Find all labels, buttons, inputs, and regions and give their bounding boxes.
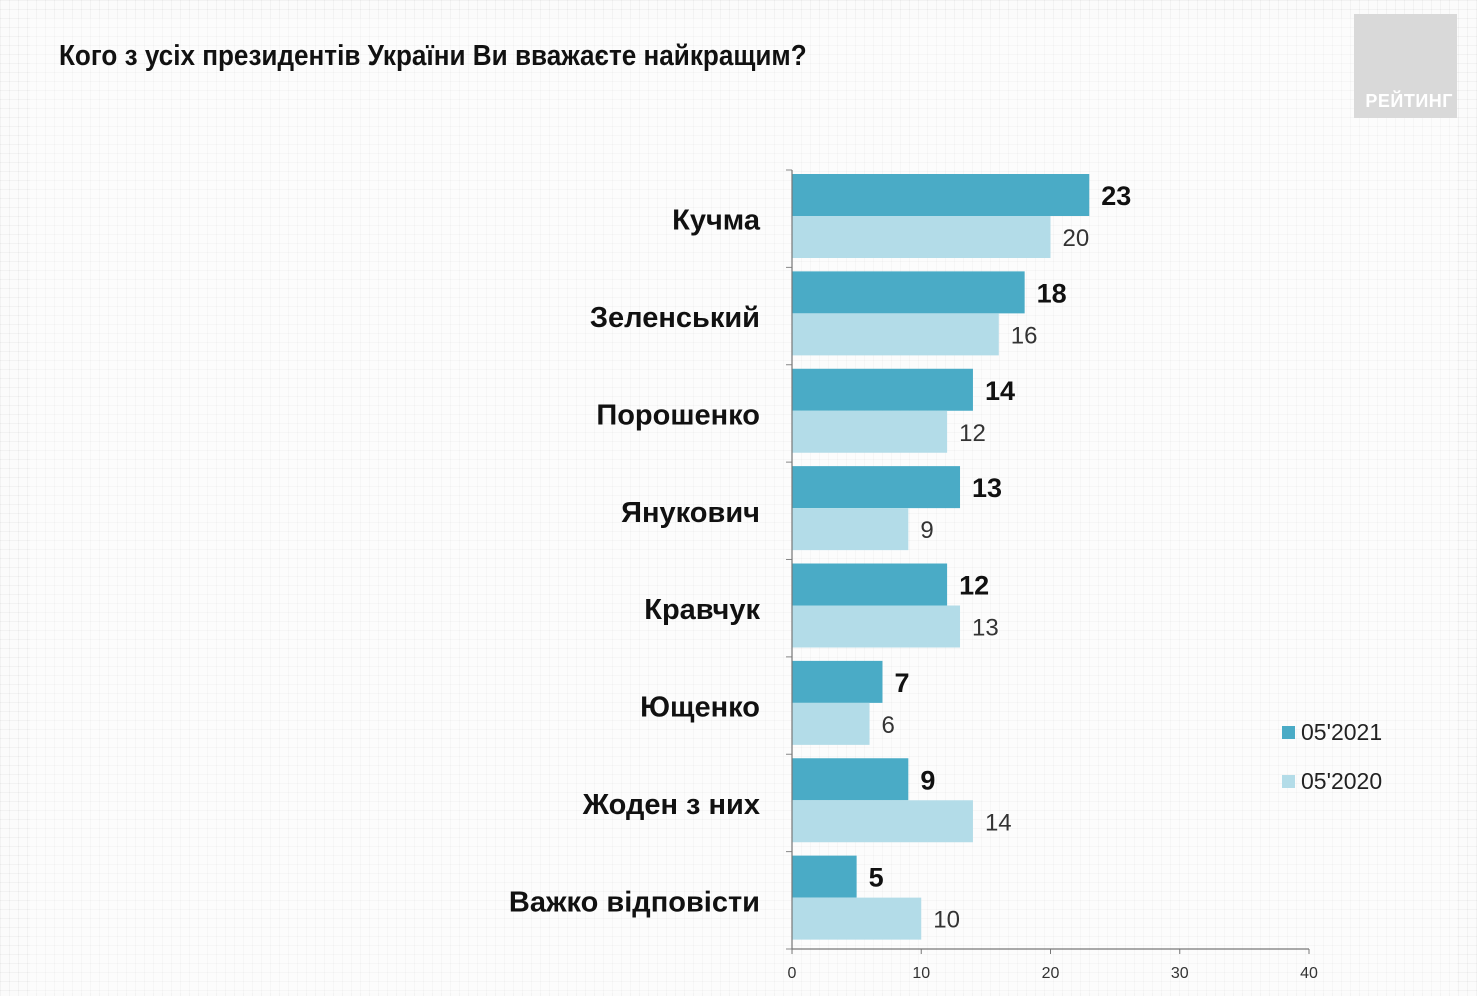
legend-item-2020: 05'2020 [1282,765,1382,797]
data-label-2021: 23 [1101,181,1131,211]
bar-2020 [792,702,870,745]
bar-2020 [792,800,973,843]
category-label: Янукович [621,497,760,529]
data-label-2020: 14 [985,809,1012,836]
legend-label-2020: 05'2020 [1301,767,1383,794]
x-tick-label: 40 [1300,965,1318,982]
x-tick-label: 10 [912,965,930,982]
data-label-2021: 12 [959,571,989,601]
legend-item-2021: 05'2021 [1282,716,1382,748]
category-label: Зеленський [590,302,760,334]
bar-2021 [792,466,961,509]
category-label: Ющенко [640,692,760,724]
bar-2020 [792,216,1051,258]
legend-swatch-2021 [1282,725,1295,739]
bar-2021 [792,758,909,801]
data-label-2020: 13 [972,615,999,642]
data-label-2021: 14 [985,376,1015,406]
x-tick-label: 30 [1171,965,1189,982]
legend-swatch-2020 [1282,774,1295,788]
bar-2020 [792,508,909,551]
bar-2020 [792,605,961,648]
x-tick-label: 0 [788,965,797,982]
data-label-2020: 12 [959,420,986,447]
bar-2020 [792,410,948,453]
bar-2020 [792,313,999,356]
x-tick-label: 20 [1042,965,1060,982]
bar-2020 [792,897,922,940]
bar-2021 [792,855,857,898]
legend-label-2021: 05'2021 [1301,718,1383,745]
bar-2021 [792,563,948,606]
data-label-2021: 9 [920,765,935,795]
chart-title: Кого з усіх президентів України Ви вважа… [59,40,807,72]
bar-2021 [792,660,883,703]
brand-logo-text: РЕЙТИНГ [1365,91,1453,111]
data-label-2021: 13 [972,473,1002,503]
data-label-2020: 10 [933,907,960,934]
data-label-2020: 20 [1063,225,1090,252]
category-label: Кравчук [644,594,760,626]
data-label-2021: 5 [869,863,884,893]
data-label-2021: 7 [894,668,909,698]
bar-2021 [792,271,1025,314]
brand-logo: РЕЙТИНГ [1354,14,1457,118]
category-label: Кучма [672,205,761,237]
bar-2021 [792,174,1090,216]
category-label: Важко відповісти [509,886,760,918]
category-label: Порошенко [596,399,760,431]
chart-legend: 05'2021 05'2020 [1282,716,1382,814]
data-label-2021: 18 [1037,278,1067,308]
category-label: Жоден з них [582,789,760,821]
content-frame [30,18,1457,993]
data-label-2020: 16 [1011,322,1038,349]
data-label-2020: 6 [882,712,895,739]
bar-2021 [792,368,973,411]
data-label-2020: 9 [920,517,933,544]
